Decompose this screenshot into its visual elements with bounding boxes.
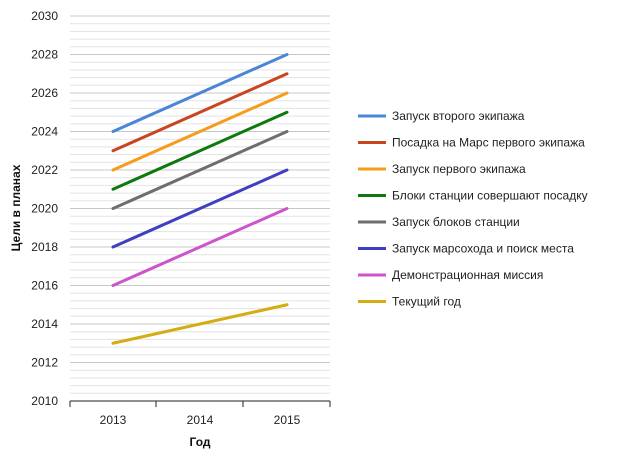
axes: 2010 2012 2014 2016 2018 2020 2022 2024 2026 2028… bbox=[31, 9, 331, 427]
y-tick-label: 2012 bbox=[31, 356, 58, 370]
legend-label: Запуск блоков станции bbox=[392, 215, 520, 229]
x-axis-title: Год bbox=[190, 435, 211, 449]
series-line bbox=[111, 53, 289, 133]
y-tick-label: 2026 bbox=[31, 86, 58, 100]
y-tick-label: 2010 bbox=[31, 394, 58, 408]
series-line bbox=[111, 303, 289, 345]
y-tick-label: 2022 bbox=[31, 163, 58, 177]
grid bbox=[70, 15, 330, 394]
series bbox=[111, 53, 289, 345]
series-line bbox=[111, 72, 289, 153]
legend-label: Запуск марсохода и поиск места bbox=[392, 242, 574, 256]
legend-label: Запуск второго экипажа bbox=[392, 109, 525, 123]
y-tick-label: 2024 bbox=[31, 125, 58, 139]
x-tick-label: 2014 bbox=[187, 413, 214, 427]
series-line bbox=[111, 130, 289, 210]
series-line bbox=[111, 168, 289, 249]
y-tick-label: 2030 bbox=[31, 9, 58, 23]
y-tick-label: 2020 bbox=[31, 202, 58, 216]
x-tick-label: 2015 bbox=[274, 413, 301, 427]
series-line bbox=[111, 110, 289, 191]
y-tick-label: 2018 bbox=[31, 240, 58, 254]
y-tick-label: 2028 bbox=[31, 48, 58, 62]
legend: Запуск второго экипажа Посадка на Марс пе… bbox=[358, 109, 588, 309]
legend-label: Демонстрационная миссия bbox=[392, 268, 543, 282]
legend-label: Посадка на Марс первого экипажа bbox=[392, 136, 585, 150]
legend-label: Запуск первого экипажа bbox=[392, 162, 526, 176]
series-line bbox=[111, 91, 289, 172]
y-axis-title: Цели в планах bbox=[9, 164, 23, 251]
x-tick-label: 2013 bbox=[100, 413, 127, 427]
y-tick-label: 2016 bbox=[31, 279, 58, 293]
series-line bbox=[111, 207, 289, 287]
legend-label: Блоки станции совершают посадку bbox=[392, 189, 588, 203]
legend-label: Текущий год bbox=[392, 295, 461, 309]
y-tick-label: 2014 bbox=[31, 317, 58, 331]
